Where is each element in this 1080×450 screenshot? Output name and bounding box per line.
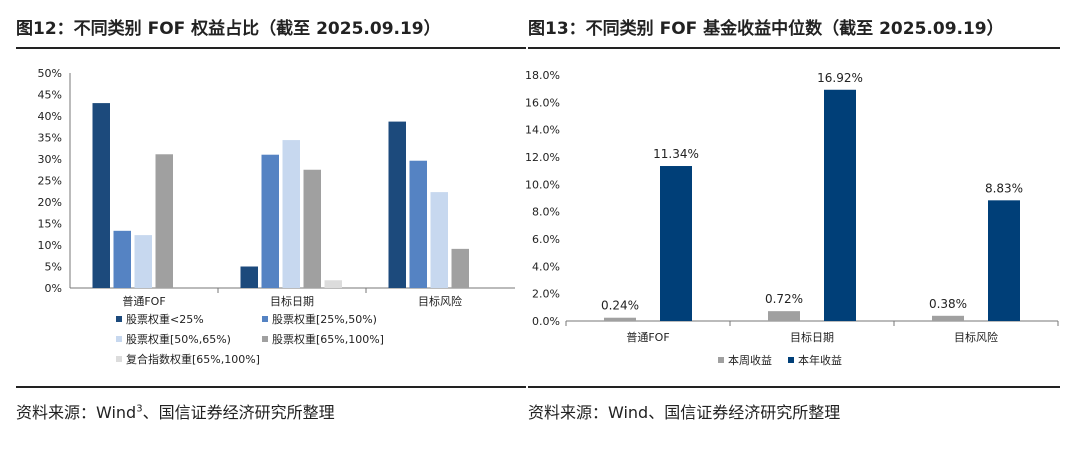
y-tick-label: 45% xyxy=(38,89,62,102)
bar xyxy=(768,311,800,321)
legend-swatch xyxy=(788,357,794,363)
y-tick-label: 8.0% xyxy=(532,206,560,219)
left-figure-title: 图12：不同类别 FOF 权益占比（截至 2025.09.19） xyxy=(16,19,441,39)
y-tick-label: 20% xyxy=(38,196,62,209)
left-source-footnote: 3 xyxy=(136,403,143,415)
y-tick-label: 18.0% xyxy=(525,69,560,82)
bar xyxy=(155,154,173,288)
right-figure-panel: 图13：不同类别 FOF 基金收益中位数（截至 2025.09.19） 0.0%… xyxy=(525,0,1080,450)
bar xyxy=(282,140,300,288)
legend-swatch xyxy=(262,316,268,322)
bar xyxy=(430,192,448,288)
bar xyxy=(134,235,152,288)
legend-swatch xyxy=(116,356,122,362)
y-tick-label: 5% xyxy=(45,261,62,274)
x-category-label: 普通FOF xyxy=(626,330,669,344)
y-tick-label: 25% xyxy=(38,175,62,188)
right-source-note: 资料来源：Wind、国信证券经济研究所整理 xyxy=(528,403,841,422)
x-category-label: 目标风险 xyxy=(954,330,998,344)
y-tick-label: 50% xyxy=(38,67,62,80)
right-figure-title: 图13：不同类别 FOF 基金收益中位数（截至 2025.09.19） xyxy=(528,19,1004,39)
left-figure-panel: 图12：不同类别 FOF 权益占比（截至 2025.09.19） 0% 5% 10%… xyxy=(16,19,526,423)
data-label: 0.72% xyxy=(765,292,803,306)
right-title-rule xyxy=(528,47,1060,49)
y-tick-label: 35% xyxy=(38,132,62,145)
y-tick-label: 16.0% xyxy=(525,96,560,109)
x-category-label: 普通FOF xyxy=(122,294,165,308)
left-source-suffix: 、国信证券经济研究所整理 xyxy=(142,403,335,422)
y-tick-label: 2.0% xyxy=(532,288,560,301)
legend-label: 本周收益 xyxy=(728,353,772,367)
y-tick-label: 4.0% xyxy=(532,260,560,273)
data-label: 8.83% xyxy=(985,181,1023,195)
legend-label: 股票权重<25% xyxy=(126,312,204,326)
data-label: 0.24% xyxy=(601,299,639,313)
bar xyxy=(240,266,258,288)
left-source-note: 资料来源：Wind3、国信证券经济研究所整理 xyxy=(16,399,335,423)
bar xyxy=(409,160,427,288)
bar xyxy=(388,121,406,288)
bar xyxy=(261,154,279,288)
bar xyxy=(303,169,321,288)
x-category-label: 目标日期 xyxy=(790,330,834,344)
bar xyxy=(451,248,469,288)
left-source-prefix: 资料来源：Wind xyxy=(16,403,137,422)
x-category-label: 目标风险 xyxy=(418,294,462,308)
legend-label: 股票权重[65%,100%] xyxy=(272,332,384,346)
y-tick-label: 0.0% xyxy=(532,315,560,328)
left-title-rule xyxy=(16,47,526,49)
bar xyxy=(324,280,342,288)
legend-swatch xyxy=(718,357,724,363)
bar xyxy=(604,317,636,321)
x-category-label: 目标日期 xyxy=(270,294,314,308)
left-source-rule xyxy=(16,386,526,388)
data-label: 0.38% xyxy=(929,297,967,311)
y-tick-label: 10% xyxy=(38,239,62,252)
bar xyxy=(824,89,856,321)
y-tick-label: 12.0% xyxy=(525,151,560,164)
right-return-chart: 0.0% 2.0% 4.0% 6.0% 8.0% 10.0% 12.0% 14.0% 16.0%… xyxy=(525,69,1059,367)
legend-label: 股票权重[50%,65%) xyxy=(126,332,231,346)
right-source-rule xyxy=(528,386,1060,388)
left-equity-chart: 0% 5% 10% 15% 20% 25% 30% 35% 40% 45% 50% 普通FOF 目标日期… xyxy=(38,67,515,366)
y-tick-label: 14.0% xyxy=(525,124,560,137)
bar xyxy=(113,230,131,288)
legend-label: 本年收益 xyxy=(798,353,842,367)
y-tick-label: 0% xyxy=(45,282,62,295)
data-label: 11.34% xyxy=(653,147,699,161)
bar xyxy=(660,166,692,321)
y-tick-label: 6.0% xyxy=(532,233,560,246)
y-tick-label: 10.0% xyxy=(525,178,560,191)
bar xyxy=(932,315,964,321)
legend-label: 股票权重[25%,50%) xyxy=(272,312,377,326)
data-label: 16.92% xyxy=(817,71,863,85)
legend-swatch xyxy=(116,316,122,322)
legend-swatch xyxy=(262,336,268,342)
bar xyxy=(988,200,1020,321)
bar xyxy=(92,103,110,288)
legend-swatch xyxy=(116,336,122,342)
y-tick-label: 40% xyxy=(38,110,62,123)
y-tick-label: 30% xyxy=(38,153,62,166)
legend-label: 复合指数权重[65%,100%] xyxy=(126,352,260,366)
y-tick-label: 15% xyxy=(38,218,62,231)
